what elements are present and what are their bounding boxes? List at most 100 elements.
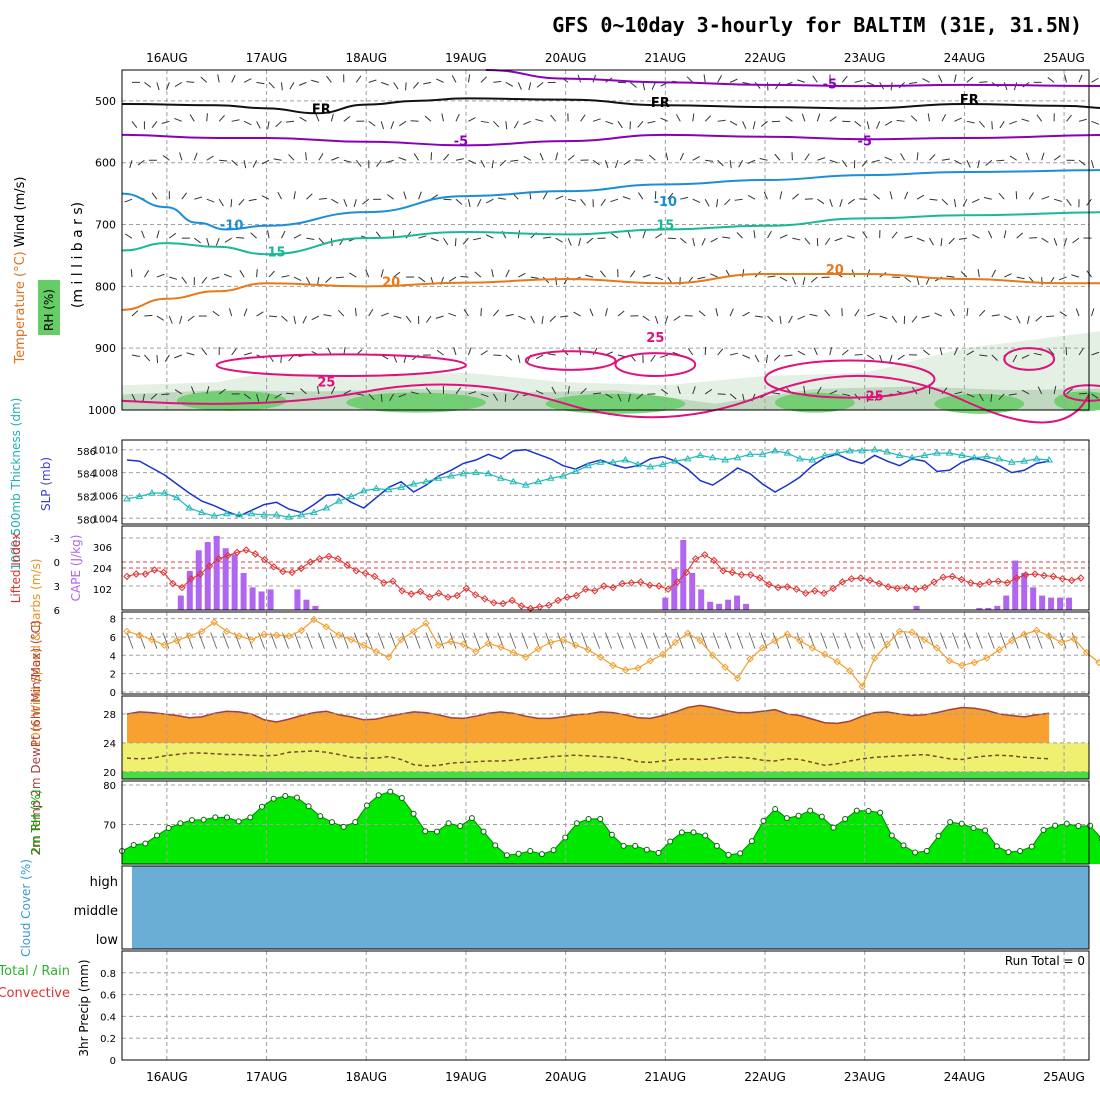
rh2m-marker bbox=[422, 828, 429, 835]
rh2m-marker bbox=[958, 820, 965, 827]
wind-barb-10m bbox=[868, 632, 876, 649]
wind-barb bbox=[535, 354, 544, 360]
thickness-marker bbox=[546, 474, 555, 481]
wind-barb bbox=[243, 160, 247, 169]
wind-barb bbox=[817, 198, 825, 205]
wind-barb bbox=[717, 119, 726, 122]
contour-label: 25 bbox=[317, 376, 335, 391]
wind-barb bbox=[330, 113, 334, 122]
wind-barb-10m bbox=[294, 632, 301, 649]
wind-barb bbox=[486, 198, 494, 204]
lifted-index-marker bbox=[866, 576, 874, 585]
date-label-top: 22AUG bbox=[744, 51, 786, 65]
date-label-top: 24AUG bbox=[944, 51, 986, 65]
contour-label: 20 bbox=[382, 275, 400, 290]
cape-bar bbox=[258, 591, 265, 610]
wind-barb bbox=[686, 76, 694, 83]
rh2m-marker bbox=[830, 824, 837, 831]
wind-barb bbox=[897, 354, 905, 360]
wind-barb bbox=[954, 117, 962, 122]
lifted-index-marker bbox=[260, 555, 269, 564]
cape-bar bbox=[1012, 560, 1019, 610]
wind-tick: 6 bbox=[110, 633, 116, 644]
rh2m-marker bbox=[877, 809, 884, 816]
wind-barb bbox=[252, 160, 258, 168]
wind-barb bbox=[816, 113, 821, 122]
wind-speed-marker bbox=[883, 640, 891, 648]
wind-barb bbox=[665, 152, 669, 161]
wind-barb bbox=[443, 153, 450, 161]
thickness-marker bbox=[384, 485, 393, 493]
rh2m-marker bbox=[842, 815, 849, 822]
wind-speed-marker bbox=[160, 641, 169, 649]
wind-speed-marker bbox=[609, 661, 617, 670]
date-label-top: 19AUG bbox=[445, 51, 487, 65]
wind-barb bbox=[717, 159, 724, 167]
thickness-marker bbox=[746, 450, 754, 457]
cloud-panel: high middle low Cloud Cover (%) bbox=[19, 859, 1090, 957]
contour-label: 25 bbox=[646, 331, 664, 346]
wind-speed-marker bbox=[135, 631, 144, 639]
wind-barb bbox=[190, 386, 195, 395]
wind-barb bbox=[318, 153, 324, 161]
upper-air-unit: (m i l l i b a r s) bbox=[70, 202, 86, 308]
li-tick: -3 bbox=[50, 534, 60, 545]
wind-barb bbox=[436, 349, 444, 356]
cape-bar bbox=[249, 587, 256, 610]
lifted-index-marker bbox=[985, 578, 993, 586]
wind-barb bbox=[1066, 114, 1072, 122]
wind-barb bbox=[131, 310, 139, 317]
wind-barb bbox=[418, 235, 427, 239]
wind-speed-marker bbox=[870, 654, 879, 662]
rh2m-marker bbox=[340, 823, 347, 830]
wind-barb bbox=[381, 312, 389, 317]
wind-speed-marker bbox=[796, 636, 804, 645]
wind-barb bbox=[802, 276, 806, 285]
wind-barb-10m bbox=[413, 632, 421, 649]
wind-barb bbox=[389, 393, 395, 402]
slp-panel: 1004 1006 1008 1010 580 582 584 586 1000-500mb T… bbox=[9, 398, 1090, 570]
wind-barb bbox=[586, 237, 594, 244]
rh2m-marker bbox=[527, 847, 534, 854]
thickness-marker bbox=[621, 456, 630, 463]
wind-barb bbox=[979, 81, 988, 83]
lifted-index-marker bbox=[655, 582, 663, 590]
wind-barb bbox=[804, 237, 811, 245]
wind-barb bbox=[742, 121, 747, 129]
rh2m-marker bbox=[305, 803, 312, 810]
wind-speed-marker bbox=[372, 647, 380, 656]
wind-barb bbox=[1065, 346, 1068, 356]
wind-speed-marker bbox=[970, 658, 979, 667]
wind-barb bbox=[580, 388, 587, 395]
wind-speed-marker bbox=[671, 638, 679, 647]
wind-barb bbox=[390, 121, 395, 129]
lifted-index-marker bbox=[737, 571, 746, 579]
cape-bar bbox=[985, 607, 992, 610]
wind-barb bbox=[318, 197, 327, 200]
rh2m-marker bbox=[328, 819, 335, 826]
rh2m-marker bbox=[433, 828, 440, 835]
lifted-index-marker bbox=[1049, 572, 1058, 581]
rh2m-marker bbox=[317, 813, 324, 820]
rh2m-marker bbox=[713, 842, 720, 849]
wind-barb bbox=[274, 393, 282, 399]
thickness-marker bbox=[559, 472, 568, 479]
wind-barb bbox=[218, 115, 225, 122]
wind-speed-marker bbox=[522, 653, 530, 661]
wind-barb bbox=[455, 387, 462, 395]
wind-barb bbox=[174, 389, 183, 395]
wind-barb bbox=[504, 393, 507, 402]
wind-barb bbox=[642, 315, 650, 322]
wind-barb bbox=[1046, 315, 1055, 318]
wind-barb bbox=[493, 80, 502, 83]
wind-tick: 2 bbox=[110, 670, 116, 681]
wind-barb bbox=[1063, 237, 1068, 246]
wind-barb bbox=[326, 75, 332, 83]
wind-barb bbox=[884, 120, 893, 126]
wind-barb bbox=[317, 277, 320, 286]
isotherm-25-line bbox=[121, 374, 1090, 424]
wind-barb bbox=[430, 237, 439, 242]
rh2m-marker bbox=[807, 807, 814, 814]
wind-barb bbox=[311, 79, 320, 83]
wind-barb bbox=[810, 276, 818, 283]
